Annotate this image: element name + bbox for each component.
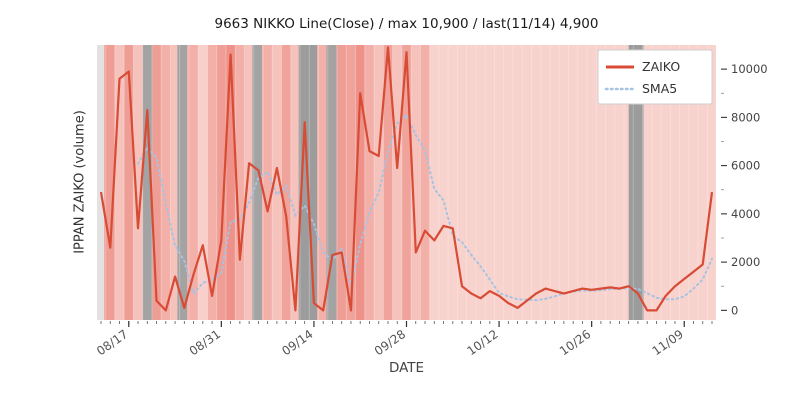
background-band <box>392 45 402 320</box>
zaiko-line <box>99 46 714 312</box>
background-band <box>124 45 134 320</box>
x-tick-label: 09/28 <box>372 327 408 358</box>
background-band <box>142 45 153 320</box>
background-band <box>198 45 208 320</box>
legend-box <box>597 49 713 105</box>
background-band <box>170 45 178 320</box>
x-tick-label: 08/31 <box>187 327 223 358</box>
legend: ZAIKO SMA5 <box>597 49 713 105</box>
legend-sma5-label: SMA5 <box>642 81 677 96</box>
background-band <box>262 45 273 320</box>
x-tick-label: 09/14 <box>279 327 315 358</box>
background-band <box>161 45 171 320</box>
chart-title: 9663 NIKKO Line(Close) / max 10,900 / la… <box>214 16 599 32</box>
y-tick-labels: 0 2000 4000 6000 8000 10000 <box>731 62 768 317</box>
y-axis-ticks <box>721 68 727 311</box>
x-tick-label: 11/09 <box>650 327 686 358</box>
background-band <box>364 45 375 320</box>
y-tick-label: 8000 <box>731 110 760 124</box>
background-band <box>272 45 282 320</box>
y-tick-label: 2000 <box>731 255 760 269</box>
background-band <box>326 45 337 320</box>
legend-zaiko-label: ZAIKO <box>642 59 680 74</box>
background-band <box>152 45 162 320</box>
x-axis-label: DATE <box>388 360 425 376</box>
background-band <box>336 45 347 320</box>
background-band <box>355 45 365 320</box>
background-band <box>290 45 299 320</box>
x-tick-label: 10/26 <box>557 327 593 358</box>
x-tick-label: 10/12 <box>464 327 500 358</box>
background-band <box>374 45 384 320</box>
background-band <box>429 45 629 320</box>
background-band <box>420 45 430 320</box>
x-tick-labels: 08/17 08/31 09/14 09/28 10/12 10/26 11/09 <box>94 327 686 358</box>
x-axis-ticks <box>100 321 713 327</box>
background-band <box>207 45 217 320</box>
y-tick-label: 6000 <box>731 159 760 173</box>
x-tick-label: 08/17 <box>94 327 130 358</box>
y-tick-label: 4000 <box>731 207 760 221</box>
background-band <box>225 45 236 320</box>
y-tick-label: 0 <box>731 303 738 317</box>
y-tick-label: 10000 <box>731 62 768 76</box>
background-band <box>244 45 253 320</box>
background-band <box>133 45 143 320</box>
background-band <box>628 45 644 320</box>
background-band <box>383 45 393 320</box>
background-band <box>177 45 188 320</box>
background-band <box>281 45 291 320</box>
background-band <box>317 45 327 320</box>
background-band <box>97 45 105 320</box>
background-band <box>401 45 412 320</box>
background-band <box>187 45 199 320</box>
background-band <box>216 45 226 320</box>
background-band <box>235 45 245 320</box>
background-band <box>114 45 125 320</box>
background-band <box>411 45 421 320</box>
background-band <box>104 45 115 320</box>
background-band <box>346 45 356 320</box>
